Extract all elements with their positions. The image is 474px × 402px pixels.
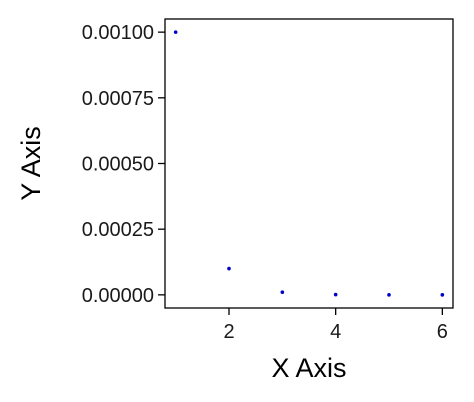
data-point — [280, 290, 285, 295]
y-tick-label: 0.00025 — [82, 219, 154, 241]
data-point — [333, 292, 338, 297]
y-axis-title: Y Axis — [16, 126, 46, 201]
y-tick-label: 0.00050 — [82, 154, 154, 176]
y-tick-label: 0.00075 — [82, 88, 154, 110]
x-axis-ticks: 2 4 6 — [223, 308, 448, 343]
y-tick-label: 0.00000 — [82, 285, 154, 307]
y-axis-ticks: 0.00000 0.00025 0.00050 0.00075 0.00100 — [82, 22, 165, 307]
data-point — [440, 293, 445, 297]
data-points — [173, 30, 445, 297]
y-tick-label: 0.00100 — [82, 22, 154, 44]
data-point — [387, 293, 391, 297]
data-point — [173, 30, 178, 34]
data-point — [227, 266, 231, 271]
x-tick-label: 6 — [437, 321, 448, 343]
plot-area-frame — [164, 18, 454, 309]
x-axis-title: X Axis — [271, 353, 346, 383]
x-tick-label: 4 — [330, 321, 341, 343]
x-tick-label: 2 — [223, 321, 234, 343]
